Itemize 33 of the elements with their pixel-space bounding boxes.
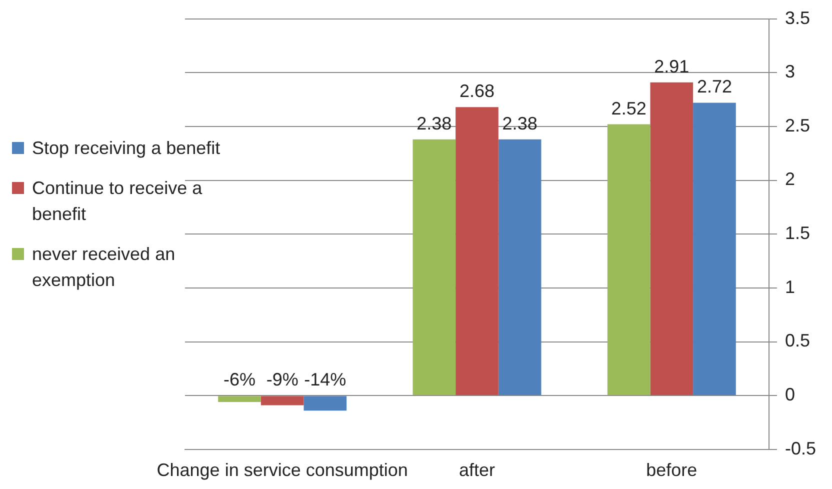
y-tick-label: 3.5 bbox=[784, 8, 810, 28]
y-tick-label: 3 bbox=[784, 62, 795, 82]
data-label: 2.91 bbox=[654, 56, 690, 76]
bar bbox=[498, 139, 542, 396]
bar bbox=[260, 396, 304, 406]
data-label: -9% bbox=[266, 370, 298, 390]
bar bbox=[607, 124, 650, 396]
y-tick-label: -0.5 bbox=[784, 438, 816, 458]
data-label: -14% bbox=[304, 370, 346, 390]
bar bbox=[456, 107, 498, 396]
legend-label: Continue to receive a benefit bbox=[32, 177, 204, 226]
data-label: 2.72 bbox=[696, 76, 732, 97]
data-label: -6% bbox=[223, 370, 256, 390]
bar bbox=[693, 102, 736, 396]
y-tick-label: 1 bbox=[784, 276, 795, 297]
bar bbox=[304, 396, 347, 411]
data-label: 2.68 bbox=[459, 81, 495, 102]
y-tick-label: 1.5 bbox=[784, 223, 810, 244]
x-tick-label: Change in service consumption bbox=[156, 460, 408, 480]
y-tick-label: 2.5 bbox=[784, 115, 810, 136]
y-tick-label: 2 bbox=[784, 169, 795, 190]
bar bbox=[218, 396, 261, 402]
data-label: 2.38 bbox=[416, 113, 452, 134]
data-label: 2.38 bbox=[502, 113, 538, 134]
y-tick-label: 0.5 bbox=[784, 330, 810, 351]
data-label: 2.52 bbox=[611, 98, 646, 118]
x-tick-label: before bbox=[646, 460, 698, 480]
legend-label: Stop receiving a benefit bbox=[32, 137, 220, 160]
y-tick-label: 0 bbox=[784, 384, 795, 405]
legend-label: never received an exemption bbox=[32, 243, 176, 292]
bar bbox=[412, 139, 456, 396]
bar bbox=[650, 82, 694, 396]
x-tick-label: after bbox=[458, 460, 496, 480]
